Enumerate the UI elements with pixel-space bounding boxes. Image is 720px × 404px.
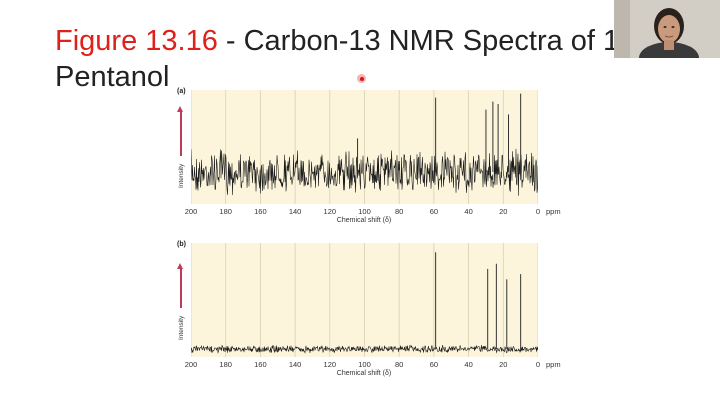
panel-label-b: (b) xyxy=(177,241,186,248)
tick-label: 0 xyxy=(535,360,541,369)
spectrum-a-svg xyxy=(191,90,538,204)
tick-label: 120 xyxy=(323,360,337,369)
tick-label: 160 xyxy=(254,207,267,216)
ylabel-a: Intensity xyxy=(178,163,185,188)
spectrum-a xyxy=(191,90,538,204)
xlabel-a: Chemical shift (δ) xyxy=(336,217,392,224)
title-text: - Carbon-13 NMR Spectra of 1- xyxy=(217,25,615,57)
tick-label: 40 xyxy=(464,360,473,369)
intensity-arrow-a xyxy=(177,106,183,156)
tick-label: 0 xyxy=(535,207,541,216)
tick-label: 100 xyxy=(358,360,371,369)
spectrum-b-svg xyxy=(191,243,538,357)
tick-label: 20 xyxy=(499,360,508,369)
tick-label: 80 xyxy=(395,360,404,369)
tick-label: 20 xyxy=(499,207,508,216)
intensity-arrow-b xyxy=(177,263,183,308)
tick-label: 60 xyxy=(429,360,439,369)
tick-label: 200 xyxy=(184,207,198,216)
spectrum-b xyxy=(191,243,538,357)
panel-label-a: (a) xyxy=(177,88,186,95)
figure-number: Figure 13.16 xyxy=(55,25,218,57)
slide-title: Figure 13.16 - Carbon-13 NMR Spectra of … xyxy=(55,24,615,59)
ylabel-b: Intensity xyxy=(178,315,185,340)
tick-label: 100 xyxy=(358,207,371,216)
spectrum-noise xyxy=(191,148,538,196)
ppm-label-b: ppm xyxy=(546,360,561,369)
ppm-label-a: ppm xyxy=(546,207,561,216)
tick-label: 40 xyxy=(464,207,473,216)
slide-title-line2: Pentanol xyxy=(55,61,170,93)
tick-label: 160 xyxy=(254,360,267,369)
xlabel-b: Chemical shift (δ) xyxy=(336,370,392,377)
tick-label: 80 xyxy=(395,207,404,216)
tick-label: 180 xyxy=(219,207,232,216)
tick-label: 200 xyxy=(184,360,198,369)
tick-label: 180 xyxy=(219,360,232,369)
spectrum-noise xyxy=(191,344,538,354)
tick-label: 140 xyxy=(288,207,302,216)
tick-label: 120 xyxy=(323,207,337,216)
presenter-image xyxy=(614,0,720,58)
tick-label: 60 xyxy=(429,207,439,216)
tick-label: 140 xyxy=(288,360,302,369)
laser-pointer xyxy=(357,74,366,83)
webcam-video xyxy=(614,0,720,58)
